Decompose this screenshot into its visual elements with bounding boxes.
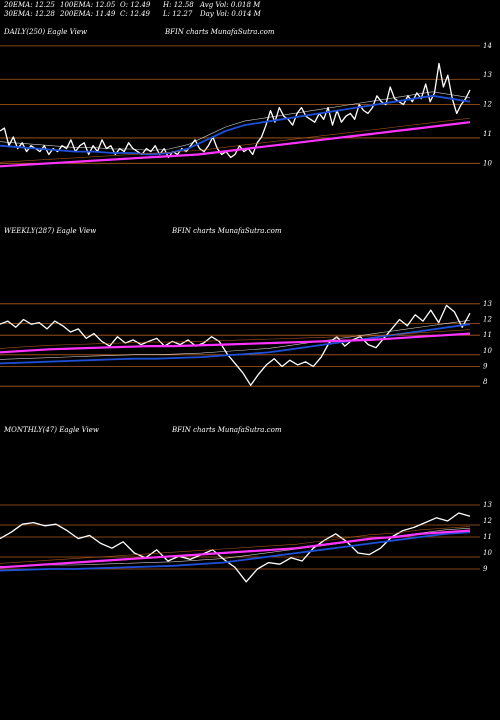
daily-tick-label: 10 [483, 159, 492, 167]
daily-tick-label: 11 [483, 130, 492, 138]
daily-ema-magenta-band [0, 117, 471, 163]
weekly-tick-label: 11 [483, 331, 492, 339]
stat-close: C: 12.49 [120, 10, 150, 18]
stat-day-vol: Day Vol: 0.014 M [200, 10, 261, 18]
monthly-tick-label: 13 [483, 501, 492, 509]
weekly-price-line [0, 304, 471, 386]
monthly-panel-title: MONTHLY(47) Eagle View [4, 426, 99, 434]
daily-ema-blue-line [0, 94, 471, 156]
stat-100ema: 100EMA: 12.05 [60, 1, 116, 9]
monthly-tick-label: 9 [483, 565, 488, 573]
stat-200ema: 200EMA: 11.49 [60, 10, 116, 18]
monthly-ema-blue-line [0, 531, 471, 572]
daily-panel-site: BFIN charts MunafaSutra.com [165, 28, 275, 36]
weekly-panel-site: BFIN charts MunafaSutra.com [172, 227, 282, 235]
weekly-ema-magenta-band [0, 329, 471, 349]
monthly-price-line [0, 512, 471, 583]
daily-panel-title: DAILY(250) Eagle View [4, 28, 87, 36]
daily-tick-label: 14 [483, 42, 492, 50]
stat-30ema: 30EMA: 12.28 [4, 10, 55, 18]
stat-avg-vol: Avg Vol: 0.018 M [200, 1, 261, 9]
stat-low: L: 12.27 [163, 10, 193, 18]
weekly-ema-blue-line [0, 323, 471, 365]
weekly-tick-label: 12 [483, 316, 492, 324]
monthly-ema-magenta-band [0, 526, 471, 564]
weekly-panel-title: WEEKLY(287) Eagle View [4, 227, 97, 235]
stat-high: H: 12.58 [163, 1, 194, 9]
weekly-ema-blue-band [0, 319, 471, 360]
daily-ema-blue-band [0, 91, 471, 151]
weekly-tick-label: 13 [483, 300, 492, 308]
daily-ema-magenta-line [0, 121, 471, 168]
weekly-tick-label: 9 [483, 363, 488, 371]
monthly-tick-label: 12 [483, 517, 492, 525]
stat-20ema: 20EMA: 12.25 [4, 1, 55, 9]
daily-tick-label: 12 [483, 101, 492, 109]
monthly-tick-label: 10 [483, 549, 492, 557]
daily-price-line [0, 62, 471, 159]
weekly-tick-label: 8 [483, 378, 488, 386]
weekly-tick-label: 10 [483, 347, 492, 355]
monthly-panel-site: BFIN charts MunafaSutra.com [172, 426, 282, 434]
weekly-ema-magenta-line [0, 332, 471, 354]
monthly-tick-label: 11 [483, 533, 492, 541]
monthly-ema-magenta-line [0, 529, 471, 569]
daily-tick-label: 13 [483, 71, 492, 79]
stat-open: O: 12.49 [120, 1, 151, 9]
